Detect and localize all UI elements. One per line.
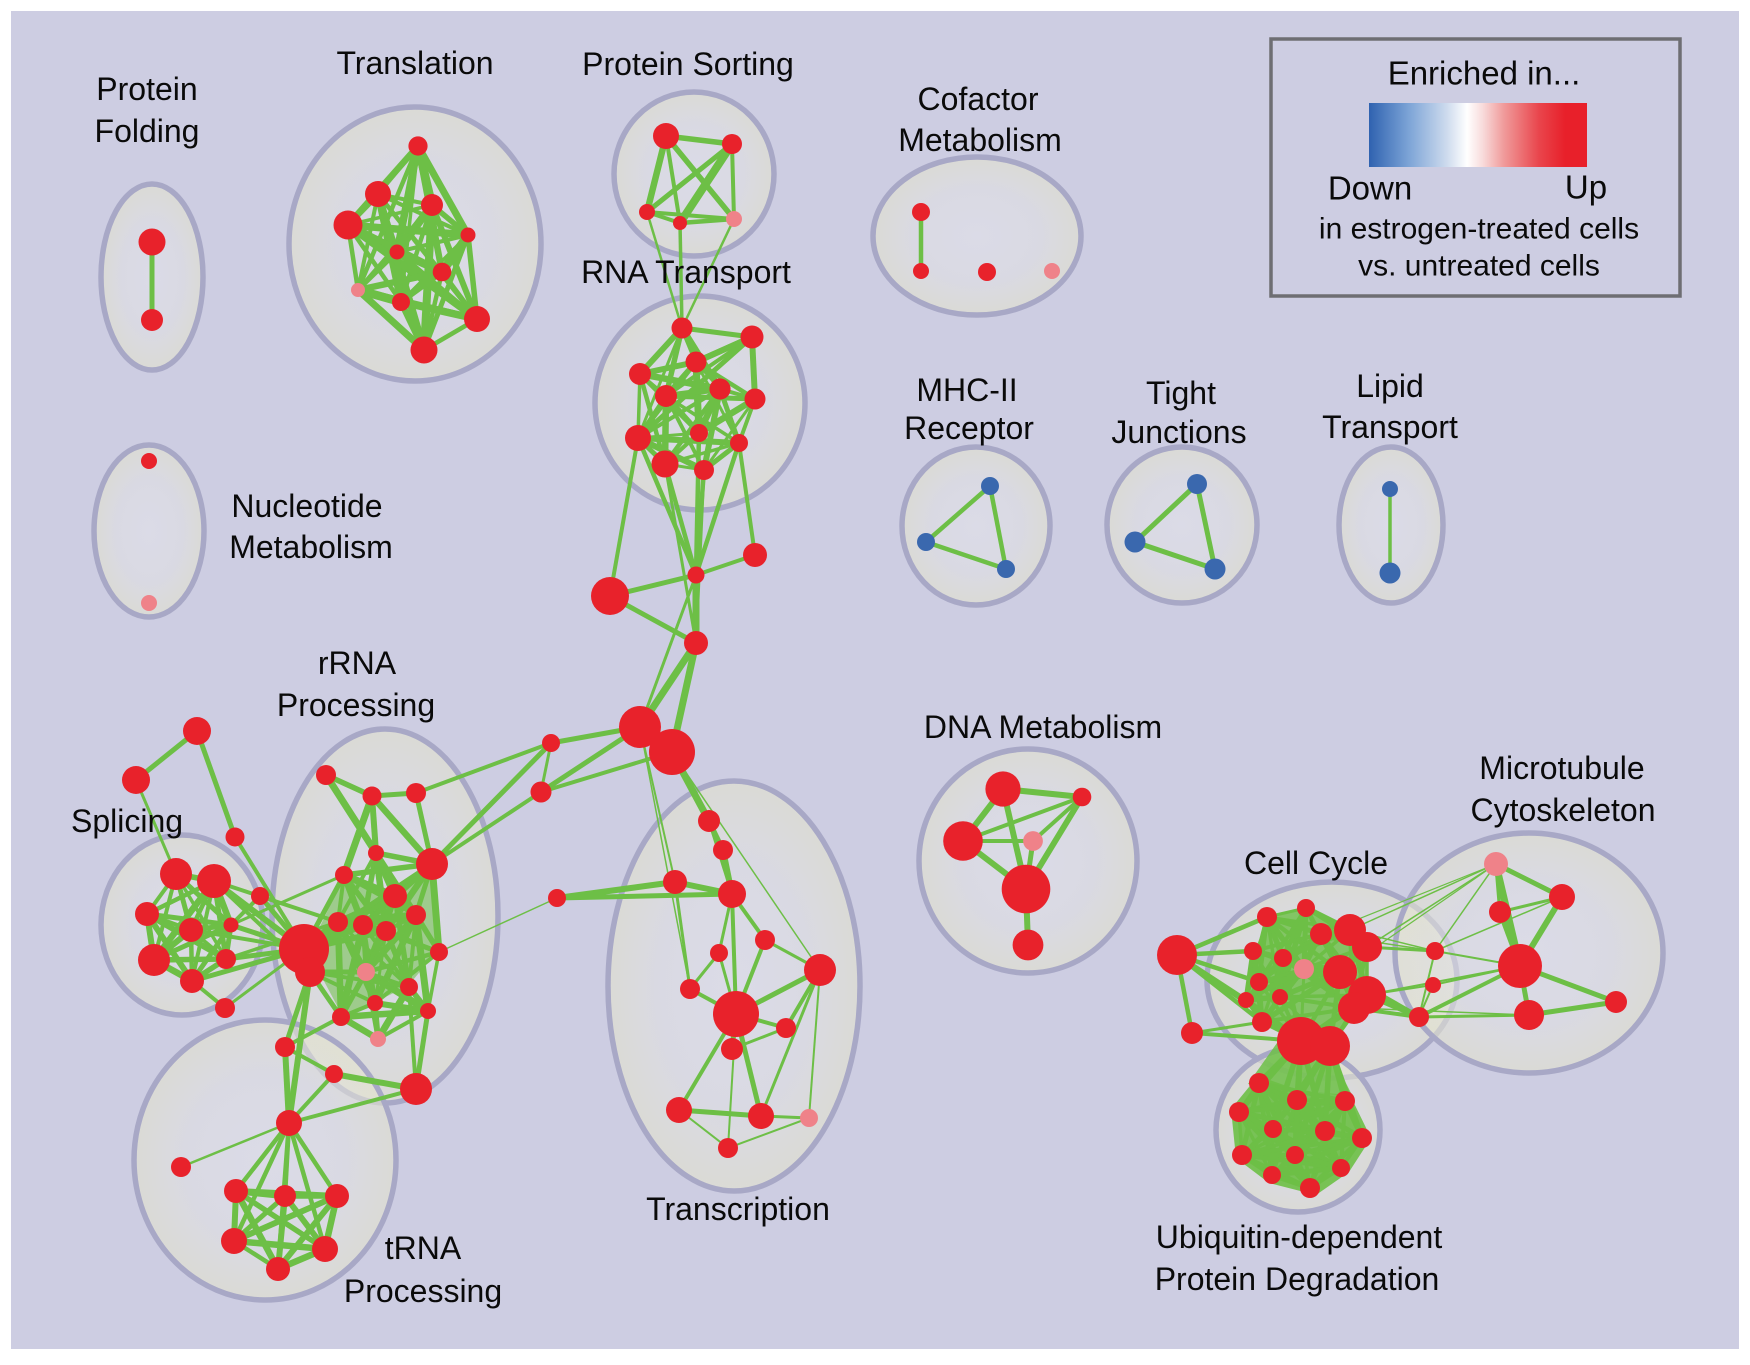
svg-text:Enriched in...: Enriched in... [1388,55,1581,92]
svg-text:Folding: Folding [95,113,200,149]
svg-text:Tight: Tight [1146,375,1216,411]
svg-text:MHC-II: MHC-II [916,372,1017,408]
svg-text:tRNA: tRNA [385,1230,462,1266]
svg-text:Cytoskeleton: Cytoskeleton [1471,792,1656,828]
svg-text:Junctions: Junctions [1111,414,1246,450]
svg-text:Translation: Translation [336,45,493,81]
svg-text:Transcription: Transcription [646,1191,830,1227]
svg-text:Protein Sorting: Protein Sorting [582,46,794,82]
svg-text:Lipid: Lipid [1356,368,1424,404]
svg-text:Processing: Processing [344,1273,502,1309]
svg-text:Metabolism: Metabolism [898,122,1062,158]
svg-text:Protein Degradation: Protein Degradation [1155,1261,1440,1297]
svg-text:Nucleotide: Nucleotide [231,488,382,524]
svg-text:RNA Transport: RNA Transport [581,254,791,290]
svg-text:Splicing: Splicing [71,803,183,839]
svg-text:Cell Cycle: Cell Cycle [1244,845,1388,881]
svg-text:Ubiquitin-dependent: Ubiquitin-dependent [1156,1219,1443,1255]
svg-text:Processing: Processing [277,687,435,723]
svg-text:vs. untreated cells: vs. untreated cells [1358,250,1600,283]
svg-text:Cofactor: Cofactor [918,81,1039,117]
svg-text:Transport: Transport [1322,409,1458,445]
svg-text:Up: Up [1565,169,1607,206]
svg-text:DNA Metabolism: DNA Metabolism [924,709,1162,745]
svg-text:Metabolism: Metabolism [229,529,393,565]
svg-text:rRNA: rRNA [318,645,397,681]
svg-text:Protein: Protein [96,71,197,107]
svg-text:Microtubule: Microtubule [1479,750,1644,786]
svg-text:Receptor: Receptor [904,410,1034,446]
svg-text:Down: Down [1328,170,1412,207]
svg-text:in estrogen-treated cells: in estrogen-treated cells [1319,213,1639,246]
